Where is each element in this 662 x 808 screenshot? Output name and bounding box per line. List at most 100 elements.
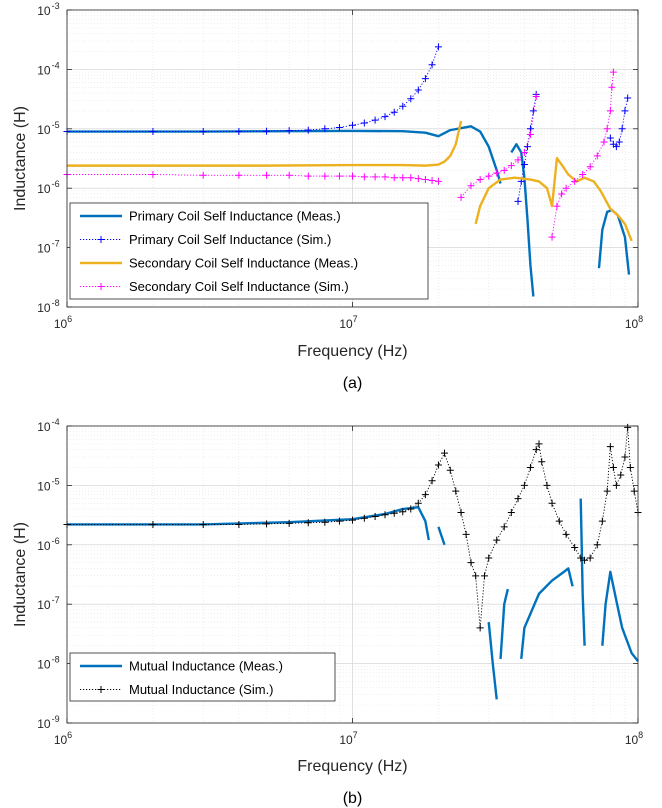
data-point [618,125,626,133]
legend: Primary Coil Self Inductance (Meas.) Prim… [69,202,429,300]
data-point [507,508,515,516]
data-point [612,143,620,151]
y-tick-label: 10 [37,4,51,18]
data-point [285,127,293,135]
data-point [526,131,534,139]
y-tick-label: 10 [37,420,51,434]
data-point [349,516,356,524]
data-point [390,108,398,116]
series-1 [63,43,632,205]
data-point [472,572,480,580]
data-point [235,128,243,136]
data-point [624,94,632,102]
data-point [529,107,537,115]
data-point [562,184,570,192]
x-tick-exponent: 6 [67,730,72,740]
data-point [514,156,522,164]
data-point [606,107,614,115]
data-point [514,197,522,205]
data-point [407,95,415,103]
y-tick-label: 10 [37,658,51,672]
data-point [617,471,625,479]
data-point [381,173,389,181]
data-point [428,477,436,485]
x-tick-exponent: 7 [353,730,358,740]
y-axis-label: Inductance (H) [12,522,29,627]
data-point [335,172,343,180]
y-tick-exponent: -7 [52,239,60,249]
data-point [558,190,566,198]
data-point [476,176,484,184]
data-point [562,530,570,538]
x-tick-exponent: 6 [67,314,72,324]
data-point [199,128,207,136]
series-line [474,156,633,242]
data-point [581,556,589,564]
data-point [457,508,465,516]
legend-entry: Primary Coil Self Inductance (Sim.) [129,232,331,247]
data-point [500,523,508,531]
data-point [538,458,546,466]
data-point [399,508,407,516]
x-tick-label: 107 [339,314,357,331]
data-point [535,440,543,448]
x-axis-label: Frequency (Hz) [297,758,407,775]
data-point [481,572,489,580]
x-tick-exponent: 8 [638,730,643,740]
data-point [555,517,563,525]
data-point [624,423,632,431]
data-point [609,68,617,76]
series-line [520,567,574,660]
data-point [407,174,415,182]
data-point [514,495,522,503]
data-point [606,134,614,142]
data-point [467,559,475,567]
y-tick-exponent: -3 [52,1,60,11]
data-point [434,177,442,185]
data-point [434,43,442,51]
data-point [553,202,561,210]
y-tick-label: 10 [37,479,51,493]
y-tick-exponent: -8 [52,298,60,308]
data-point [304,519,312,527]
data-point [414,499,422,507]
data-point [507,162,515,170]
data-point [304,172,312,180]
data-point [149,128,157,136]
legend-marker [97,283,105,290]
data-point [457,193,465,201]
data-point [606,443,614,451]
legend-entry: Secondary Coil Self Inductance (Sim.) [129,279,349,294]
y-axis-label: Inductance (H) [12,106,29,211]
y-tick-label: 10 [37,242,51,256]
data-point [399,102,407,110]
data-point [428,61,436,69]
x-tick-label: 106 [54,730,72,747]
data-point [586,163,594,171]
x-tick-label: 106 [54,314,72,331]
panel-label: (b) [343,790,363,807]
data-point [390,509,398,517]
y-tick-exponent: -6 [52,179,60,189]
legend-marker [97,236,105,243]
x-tick-exponent: 7 [353,314,358,324]
data-point [577,554,585,562]
data-point [421,75,429,83]
y-tick-exponent: -7 [52,595,60,605]
data-point [199,171,207,179]
data-point [548,499,556,507]
data-point [360,514,368,522]
y-tick-exponent: -8 [52,655,60,665]
x-axis-label: Frequency (Hz) [297,343,407,360]
data-point [571,177,579,185]
x-tick-label: 108 [625,730,643,747]
series-line [579,498,586,646]
series-line [67,120,463,167]
series-1 [63,423,642,632]
data-point [335,124,343,132]
data-point [446,466,454,474]
data-point [621,107,629,115]
x-tick-exponent: 8 [638,314,643,324]
data-point [467,182,475,190]
data-point [548,233,556,241]
